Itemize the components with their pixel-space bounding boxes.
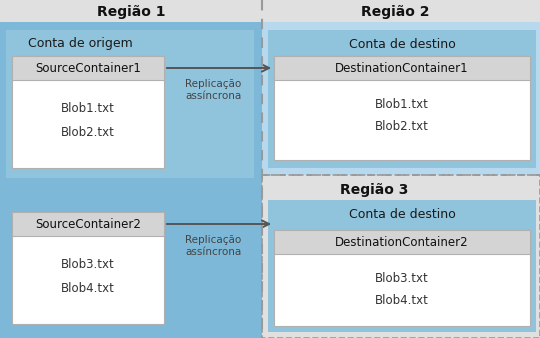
- Text: Replicação
assíncrona: Replicação assíncrona: [185, 79, 241, 101]
- Text: Região 1: Região 1: [97, 5, 165, 19]
- Text: Blob4.txt: Blob4.txt: [61, 282, 115, 294]
- Bar: [0, 22, 262, 338]
- Text: DestinationContainer1: DestinationContainer1: [335, 62, 469, 74]
- Text: Região 2: Região 2: [361, 5, 429, 19]
- Bar: [12, 212, 164, 324]
- Text: Blob1.txt: Blob1.txt: [61, 101, 115, 115]
- Bar: [12, 56, 164, 80]
- Bar: [6, 30, 254, 178]
- Text: Blob4.txt: Blob4.txt: [375, 293, 429, 307]
- Text: Blob3.txt: Blob3.txt: [375, 271, 429, 285]
- Text: SourceContainer2: SourceContainer2: [35, 217, 141, 231]
- Bar: [274, 56, 530, 80]
- Text: DestinationContainer2: DestinationContainer2: [335, 236, 469, 248]
- Text: Replicação
assíncrona: Replicação assíncrona: [185, 235, 241, 257]
- Text: Região 3: Região 3: [340, 183, 408, 197]
- Text: Conta de destino: Conta de destino: [349, 209, 455, 221]
- Bar: [262, 22, 540, 175]
- Text: Conta de destino: Conta de destino: [349, 38, 455, 50]
- Bar: [274, 230, 530, 326]
- Bar: [0, 0, 540, 22]
- Bar: [274, 230, 530, 254]
- Bar: [12, 56, 164, 168]
- Text: Blob3.txt: Blob3.txt: [61, 258, 115, 270]
- Bar: [12, 212, 164, 236]
- Bar: [262, 175, 540, 338]
- Text: Conta de origem: Conta de origem: [28, 38, 132, 50]
- Bar: [268, 200, 536, 332]
- Text: Blob1.txt: Blob1.txt: [375, 97, 429, 111]
- Text: Blob2.txt: Blob2.txt: [375, 120, 429, 132]
- Bar: [274, 56, 530, 160]
- Bar: [268, 30, 536, 168]
- Text: Blob2.txt: Blob2.txt: [61, 125, 115, 139]
- Text: SourceContainer1: SourceContainer1: [35, 62, 141, 74]
